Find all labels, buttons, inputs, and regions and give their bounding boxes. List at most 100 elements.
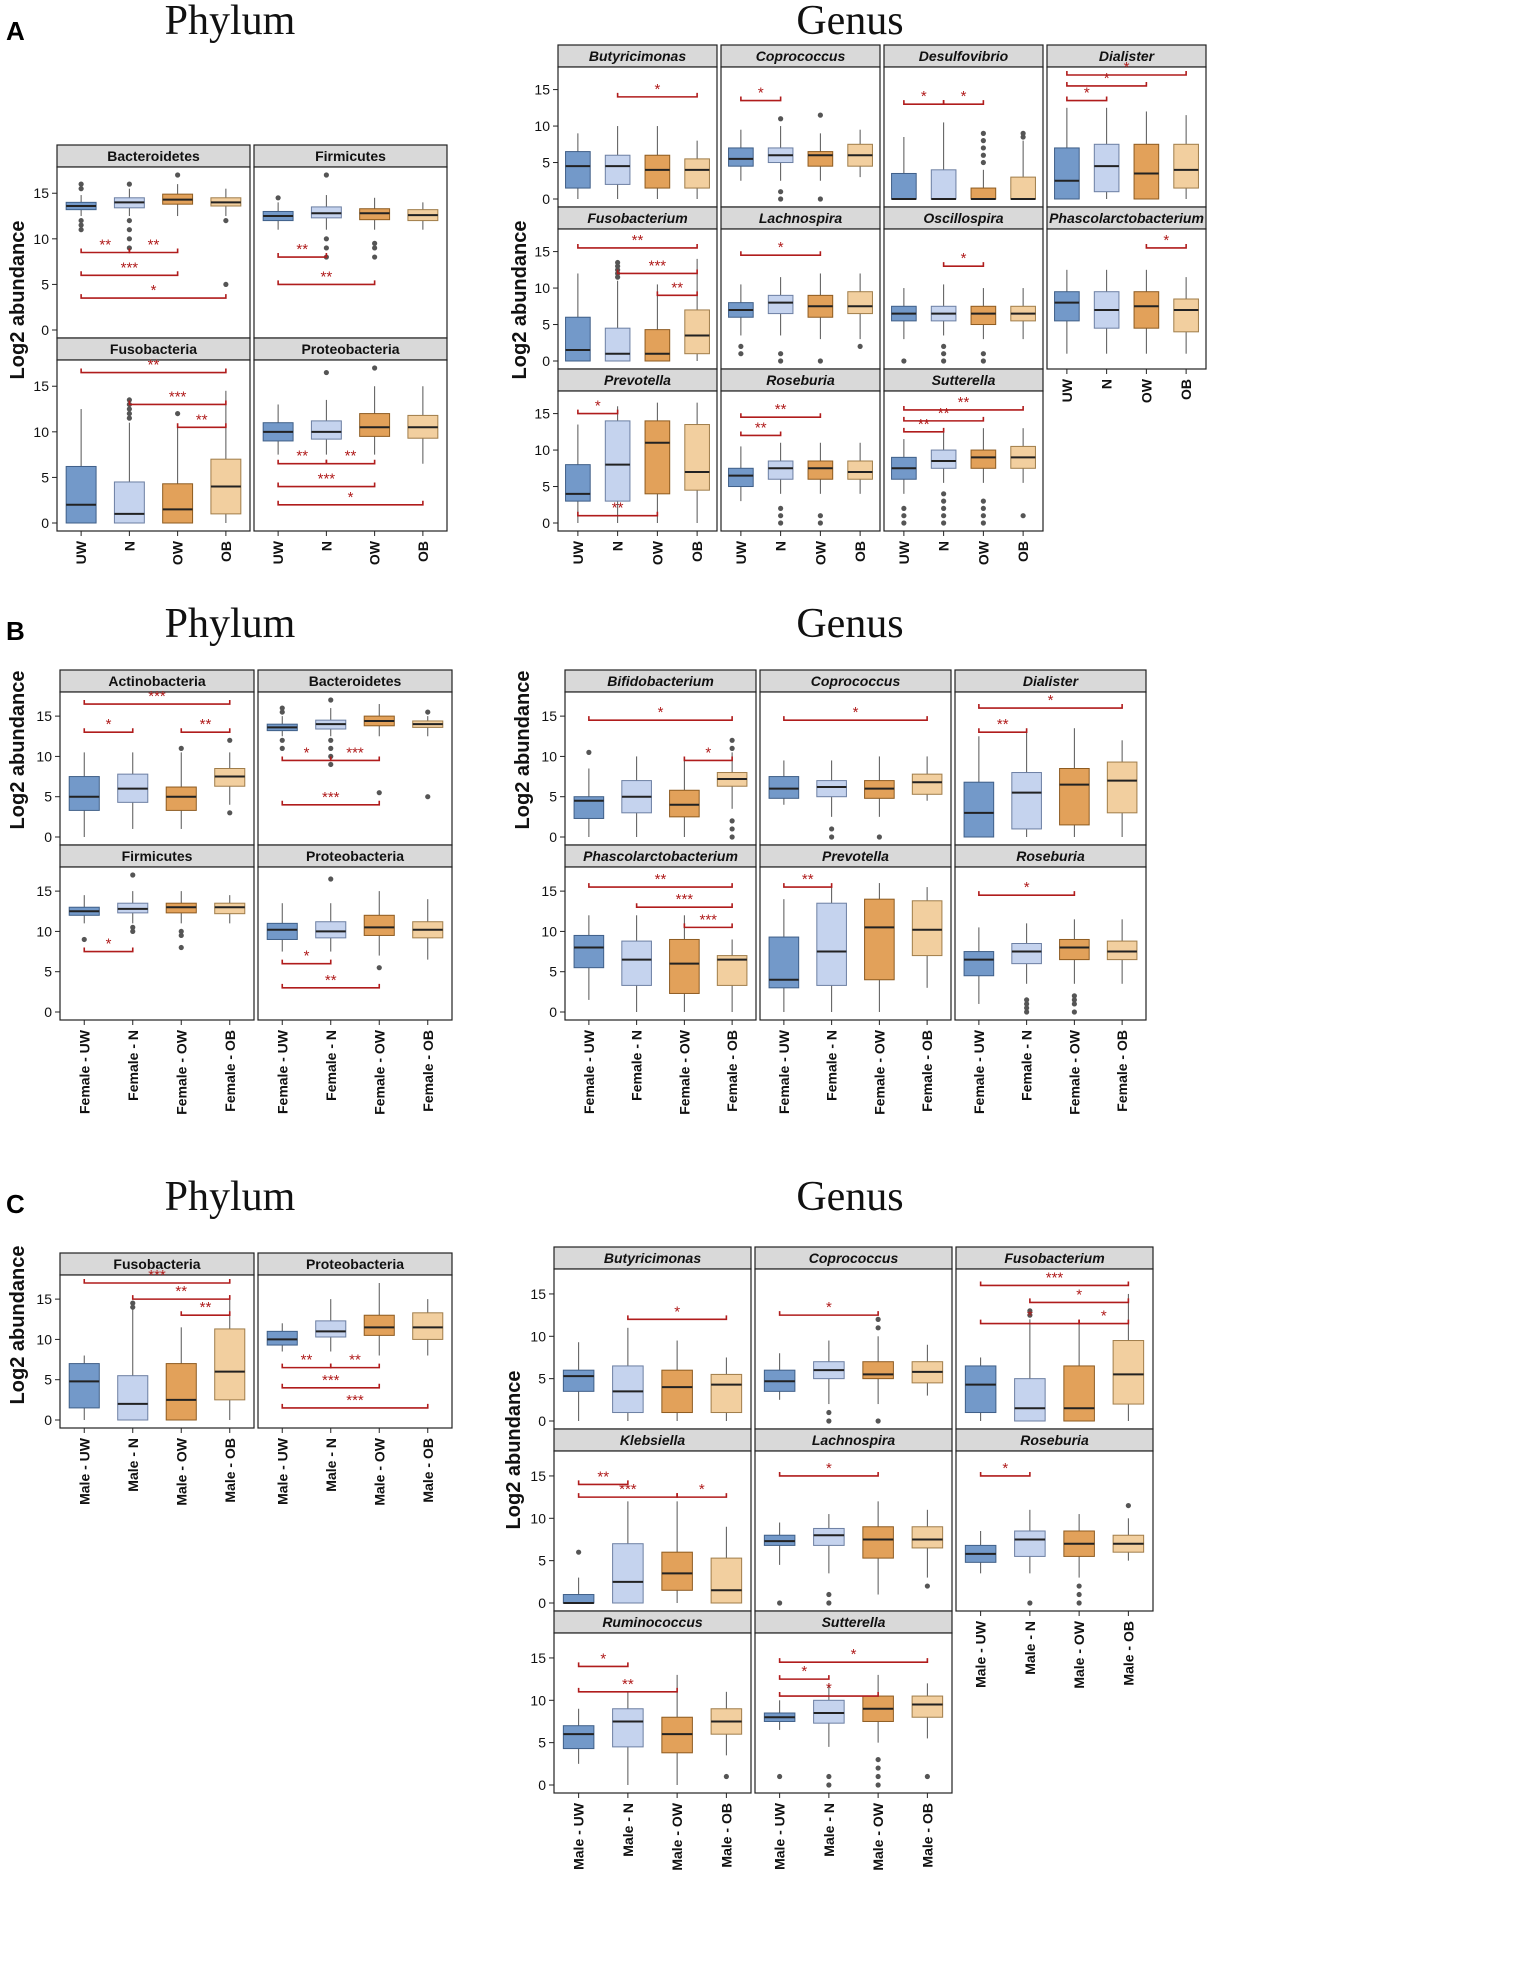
sig-label: * [304, 744, 310, 761]
sig-label: ** [755, 419, 767, 436]
outlier-point [328, 761, 334, 768]
panel-title: Roseburia [1020, 1432, 1089, 1448]
y-tick-label: 0 [542, 515, 550, 531]
sig-bracket [180, 1311, 231, 1317]
outlier-point [941, 343, 947, 350]
panel-title: Lachnospira [812, 1432, 895, 1448]
y-tick-label: 15 [33, 378, 49, 394]
outlier-point [586, 749, 592, 755]
box-g3-p2-2 [1059, 768, 1090, 826]
box-g5-p2-0 [964, 1365, 997, 1414]
box-g1-p0-2 [644, 154, 671, 189]
panel-title: Fusobacteria [113, 1256, 200, 1272]
y-tick-label: 5 [542, 155, 550, 171]
sig-label: * [595, 398, 601, 415]
outlier-point [723, 1773, 729, 1780]
panel-title: Dialister [1099, 48, 1156, 64]
sig-label: * [778, 239, 784, 256]
group-heading: Genus [796, 0, 903, 44]
sig-label: ** [802, 871, 814, 888]
box-g3-p5-1 [1011, 943, 1042, 965]
outlier-point [980, 513, 986, 519]
box-g5-p0-3 [710, 1373, 743, 1414]
outlier-point [901, 505, 907, 512]
outlier-point [1076, 1591, 1082, 1598]
sig-bracket [778, 1692, 879, 1697]
box-g5-p4-3 [911, 1526, 944, 1549]
outlier-point [980, 130, 986, 136]
y-axis-label: Log2 abundance [7, 1246, 29, 1405]
x-tick-label: OW [975, 540, 991, 565]
panel-title: Proteobacteria [301, 341, 399, 357]
sig-bracket [277, 280, 376, 286]
y-tick-label: 15 [534, 82, 550, 98]
panel-frame [883, 228, 1044, 370]
outlier-point [777, 1600, 783, 1606]
y-tick-label: 15 [33, 185, 49, 201]
y-tick-label: 15 [36, 1291, 52, 1307]
outlier-point [279, 709, 285, 715]
sig-bracket [978, 704, 1123, 709]
outlier-point [372, 240, 378, 246]
x-tick-label: Male - UW [274, 1437, 290, 1505]
sig-label: ** [148, 357, 160, 374]
outlier-point [778, 351, 784, 357]
box-g3-p0-2 [669, 789, 700, 818]
box-g1-p8-0 [565, 464, 591, 502]
outlier-point [1027, 1308, 1033, 1314]
sig-bracket [942, 262, 985, 267]
y-tick-label: 0 [538, 1777, 546, 1793]
sig-label: *** [1046, 1269, 1064, 1286]
sig-bracket [616, 92, 698, 98]
y-tick-label: 0 [41, 322, 49, 338]
sig-label: * [758, 85, 764, 102]
box-g1-p2-1 [930, 169, 957, 200]
sig-label: * [658, 704, 664, 721]
panel-title: Butyricimonas [604, 1250, 701, 1266]
outlier-point [279, 745, 285, 751]
box-g1-p3-0 [1054, 147, 1080, 200]
sig-label: ** [196, 411, 208, 428]
box-g3-p5-2 [1059, 938, 1090, 961]
sig-label: * [921, 88, 927, 105]
outlier-point [941, 505, 947, 512]
box-g1-p2-0 [891, 172, 917, 200]
box-g5-p4-1 [813, 1527, 845, 1546]
panel-title: Prevotella [604, 372, 671, 388]
outlier-point [223, 281, 229, 288]
box-g1-p10-2 [970, 449, 997, 469]
y-axis-label: Log2 abundance [503, 1371, 525, 1530]
box-g1-p7-2 [1133, 291, 1160, 329]
panel-title: Firmicutes [122, 848, 193, 864]
outlier-point [175, 172, 181, 178]
y-tick-label: 5 [44, 1372, 52, 1388]
group-heading: Genus [796, 601, 903, 647]
box-g3-p1-0 [768, 776, 800, 799]
outlier-point [778, 116, 784, 122]
outlier-point [857, 343, 863, 350]
sig-label: ** [325, 972, 337, 989]
box-g2-p3-0 [266, 922, 298, 940]
outlier-point [126, 217, 132, 224]
outlier-point [778, 189, 784, 195]
x-tick-label: Male - N [1022, 1621, 1038, 1675]
box-g2-p3-1 [315, 921, 347, 939]
sig-label: ** [200, 1299, 212, 1316]
y-tick-label: 5 [41, 469, 49, 485]
sig-bracket [683, 756, 733, 762]
outlier-point [223, 217, 229, 224]
sig-label: *** [322, 789, 340, 806]
sig-label: * [106, 936, 112, 953]
outlier-point [130, 872, 136, 878]
panel-frame [754, 1268, 953, 1430]
sig-bracket [577, 1662, 629, 1668]
x-tick-label: N [936, 541, 952, 551]
sig-bracket [1066, 71, 1187, 76]
panel-frame [257, 1274, 453, 1429]
box-g1-p4-3 [684, 309, 710, 355]
box-g4-p0-0 [68, 1363, 100, 1409]
outlier-point [576, 1549, 582, 1555]
box-g1-p4-0 [565, 316, 591, 362]
y-axis-label: Log2 abundance [509, 221, 531, 380]
outlier-point [372, 365, 378, 371]
